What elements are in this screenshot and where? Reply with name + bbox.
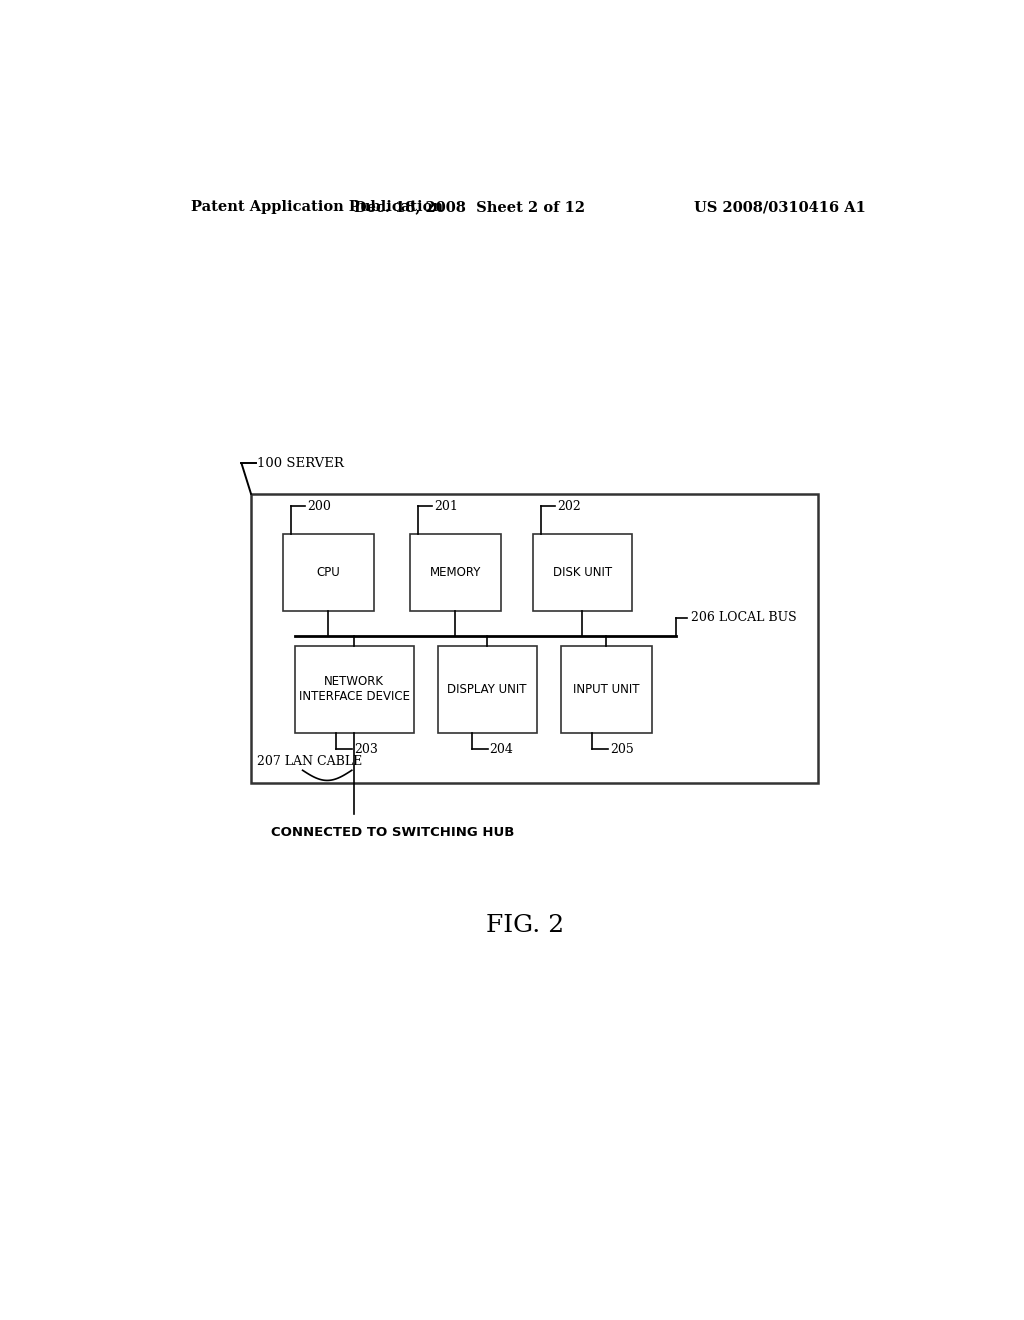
Text: FIG. 2: FIG. 2	[485, 915, 564, 937]
Text: 207 LAN CABLE: 207 LAN CABLE	[257, 755, 362, 768]
Text: 200: 200	[307, 499, 331, 512]
Bar	[410, 535, 501, 611]
Text: 204: 204	[489, 743, 514, 756]
Bar	[437, 647, 537, 733]
Bar	[251, 494, 818, 784]
Text: 203: 203	[353, 743, 378, 756]
Text: NETWORK
INTERFACE DEVICE: NETWORK INTERFACE DEVICE	[299, 676, 410, 704]
Bar	[532, 535, 632, 611]
Text: 206 LOCAL BUS: 206 LOCAL BUS	[691, 611, 797, 624]
Text: 201: 201	[434, 499, 458, 512]
Text: Dec. 18, 2008  Sheet 2 of 12: Dec. 18, 2008 Sheet 2 of 12	[353, 201, 585, 214]
Text: DISPLAY UNIT: DISPLAY UNIT	[447, 682, 527, 696]
Text: 100 SERVER: 100 SERVER	[257, 457, 344, 470]
Text: CONNECTED TO SWITCHING HUB: CONNECTED TO SWITCHING HUB	[270, 826, 514, 838]
Bar	[560, 647, 652, 733]
Bar	[283, 535, 374, 611]
Text: 202: 202	[557, 499, 581, 512]
Text: Patent Application Publication: Patent Application Publication	[191, 201, 443, 214]
Text: US 2008/0310416 A1: US 2008/0310416 A1	[694, 201, 866, 214]
Text: DISK UNIT: DISK UNIT	[553, 566, 612, 579]
Text: 205: 205	[610, 743, 634, 756]
Bar	[295, 647, 414, 733]
Text: MEMORY: MEMORY	[430, 566, 481, 579]
Text: CPU: CPU	[316, 566, 340, 579]
Text: INPUT UNIT: INPUT UNIT	[572, 682, 639, 696]
